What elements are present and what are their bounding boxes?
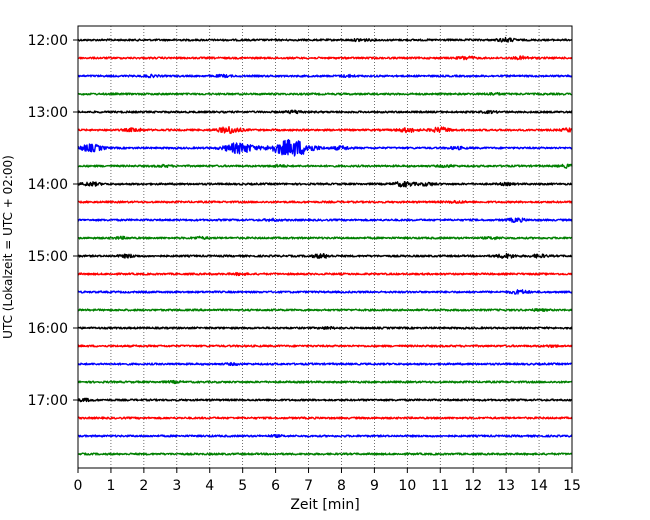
plot-frame bbox=[77, 25, 573, 469]
trace-1430 bbox=[77, 217, 573, 223]
trace-1530 bbox=[77, 289, 573, 295]
y-axis-ticks: 12:00 13:00 14:00 15:00 16:00 17:00 bbox=[28, 33, 78, 409]
y-tick-label: 15:00 bbox=[28, 249, 68, 265]
seismic-traces bbox=[77, 36, 573, 456]
trace-1445 bbox=[77, 235, 573, 241]
trace-1200 bbox=[77, 36, 573, 43]
y-tick-label: 14:00 bbox=[28, 177, 68, 193]
trace-1715 bbox=[77, 416, 573, 420]
trace-1700 bbox=[77, 397, 573, 403]
x-tick-label: 12 bbox=[464, 478, 482, 494]
vertical-gridlines bbox=[110, 26, 540, 468]
trace-1415 bbox=[77, 199, 573, 204]
trace-1630 bbox=[77, 361, 573, 367]
x-tick-label: 7 bbox=[304, 478, 313, 494]
trace-1215 bbox=[77, 55, 573, 61]
trace-1645 bbox=[77, 379, 573, 385]
trace-1330 bbox=[77, 138, 573, 157]
x-tick-label: 3 bbox=[172, 478, 181, 494]
x-tick-label: 4 bbox=[205, 478, 214, 494]
y-tick-label: 12:00 bbox=[28, 33, 68, 49]
x-tick-label: 10 bbox=[398, 478, 416, 494]
trace-1600 bbox=[77, 325, 573, 330]
trace-1615 bbox=[77, 344, 573, 349]
x-tick-label: 5 bbox=[238, 478, 247, 494]
trace-1245 bbox=[77, 91, 573, 96]
x-tick-label: 9 bbox=[370, 478, 379, 494]
trace-1345 bbox=[77, 163, 573, 169]
x-tick-label: 11 bbox=[431, 478, 449, 494]
x-axis-ticks: 0 1 2 3 4 5 6 7 8 9 10 11 12 13 14 15 bbox=[74, 468, 581, 494]
y-tick-label: 13:00 bbox=[28, 105, 68, 121]
trace-1515 bbox=[77, 271, 573, 277]
y-tick-label: 17:00 bbox=[28, 393, 68, 409]
x-tick-label: 0 bbox=[74, 478, 83, 494]
x-tick-label: 14 bbox=[530, 478, 548, 494]
x-tick-label: 8 bbox=[337, 478, 346, 494]
x-axis-label: Zeit [min] bbox=[290, 497, 359, 513]
trace-1315 bbox=[77, 126, 573, 135]
y-tick-label: 16:00 bbox=[28, 321, 68, 337]
x-tick-label: 13 bbox=[497, 478, 515, 494]
trace-1300 bbox=[77, 109, 573, 115]
trace-1230 bbox=[77, 73, 573, 79]
trace-1730 bbox=[77, 433, 573, 438]
x-tick-label: 1 bbox=[106, 478, 115, 494]
x-tick-label: 15 bbox=[563, 478, 581, 494]
trace-1400 bbox=[77, 181, 573, 188]
trace-1745 bbox=[77, 452, 573, 456]
y-axis-label: UTC (Lokalzeit = UTC + 02:00) bbox=[1, 155, 15, 339]
x-tick-label: 2 bbox=[139, 478, 148, 494]
trace-1500 bbox=[77, 252, 573, 259]
x-tick-label: 6 bbox=[271, 478, 280, 494]
trace-1545 bbox=[77, 307, 573, 312]
